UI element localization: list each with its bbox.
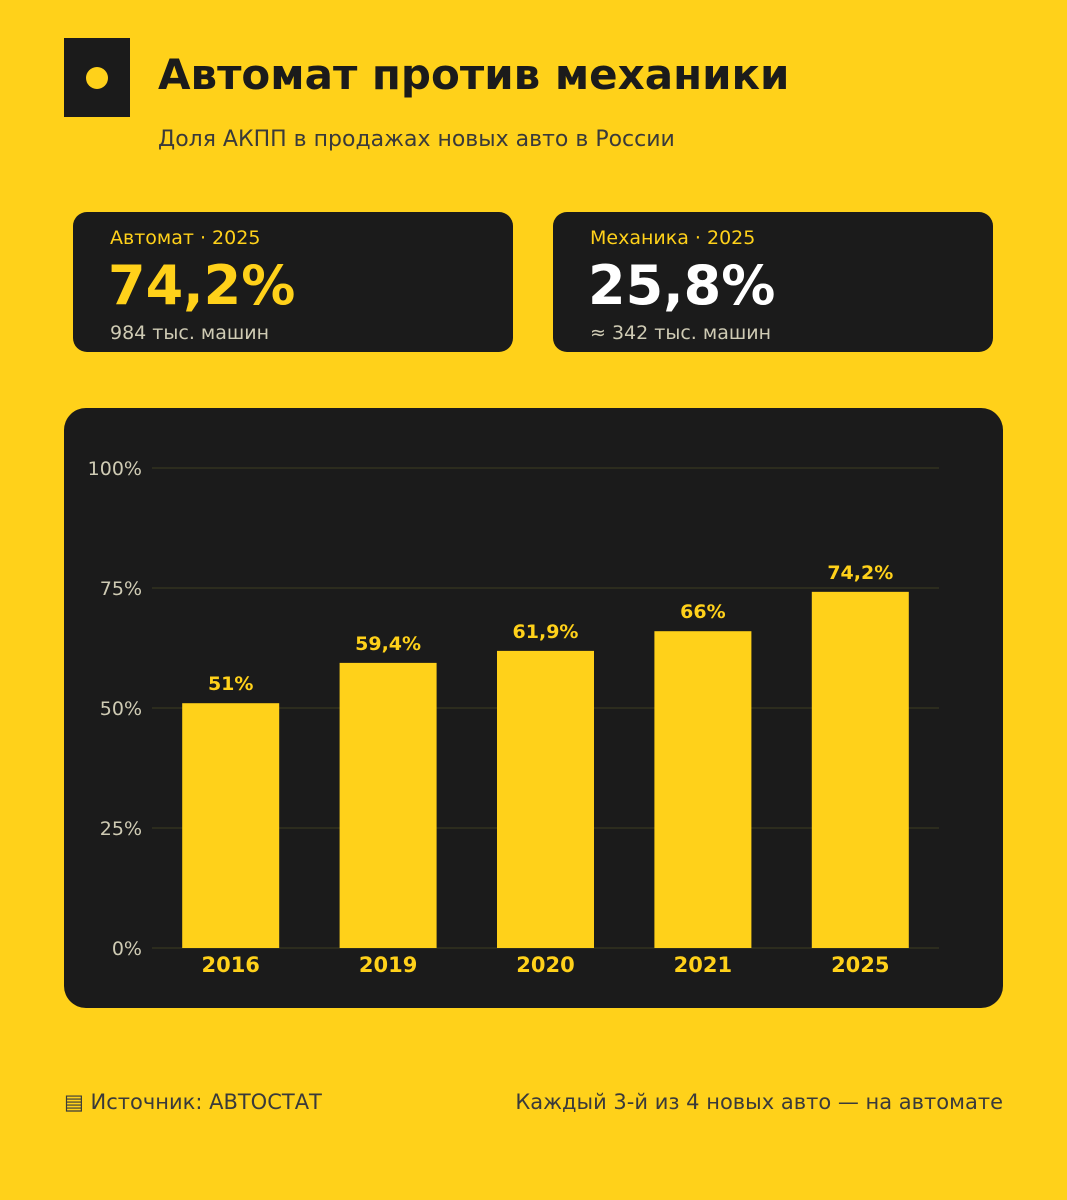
data-label: 66% [680,601,725,623]
page-title: Автомат против механики [158,50,790,99]
stat-value: 74,2% [108,254,296,317]
bar [497,650,594,948]
y-tick-label: 100% [88,458,142,480]
bar [182,703,280,948]
stat-note: 984 тыс. машин [110,322,270,344]
data-label: 59,4% [355,633,421,655]
source-note: ▤ Источник: АВТОСТАТ [64,1090,322,1114]
stat-card-automatic: Автомат · 2025 74,2% 984 тыс. машин [73,212,513,352]
footer-tagline: Каждый 3-й из 4 новых авто — на автомате [515,1090,1003,1114]
x-tick-label: 2019 [359,953,417,977]
data-label: 61,9% [513,621,579,643]
bar [339,662,437,948]
stat-value: 25,8% [588,254,776,317]
chart-panel: 0% 25% 50% 75% 100% 51% 2016 59,4% 2019 61,9% 2020… [64,408,1003,1008]
bar [654,631,752,948]
bar [811,591,909,948]
x-tick-label: 2020 [516,953,574,977]
y-tick-label: 50% [100,698,142,720]
logo-dot [86,67,108,89]
bar-chart: 0% 25% 50% 75% 100% 51% 2016 59,4% 2019 61,9% 2020… [88,458,939,977]
stat-card-manual: Механика · 2025 25,8% ≈ 342 тыс. машин [553,212,993,352]
data-label: 74,2% [827,562,893,584]
x-tick-label: 2016 [201,953,259,977]
stat-note: ≈ 342 тыс. машин [590,322,771,344]
page-subtitle: Доля АКПП в продажах новых авто в России [158,127,675,152]
data-label: 51% [208,673,253,695]
y-tick-label: 0% [112,938,142,960]
x-tick-label: 2021 [674,953,732,977]
x-tick-label: 2025 [831,953,889,977]
logo-icon [64,38,130,117]
y-tick-label: 75% [100,578,142,600]
stat-label: Механика · 2025 [590,227,756,249]
stat-label: Автомат · 2025 [110,227,261,249]
y-tick-label: 25% [100,818,142,840]
